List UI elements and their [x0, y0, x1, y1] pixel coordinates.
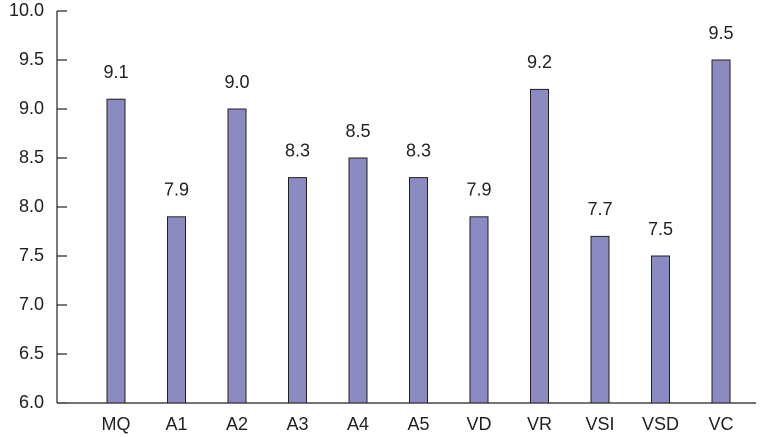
y-tick-label: 7.0: [19, 294, 44, 314]
value-label: 9.5: [708, 23, 733, 43]
value-label: 8.3: [285, 140, 310, 160]
bar: [651, 255, 670, 404]
y-tick-label: 7.5: [19, 245, 44, 265]
x-tick-label: VSI: [585, 414, 614, 434]
bar: [590, 235, 610, 404]
x-tick-label: VC: [708, 414, 733, 434]
value-label: 9.2: [527, 52, 552, 72]
value-label: 7.9: [164, 180, 189, 200]
y-tick-label: 10.0: [9, 0, 44, 20]
bar: [227, 108, 247, 404]
x-tick-label: A5: [407, 414, 429, 434]
value-label: 7.7: [587, 199, 612, 219]
x-tick-label: A1: [165, 414, 187, 434]
value-label: 9.1: [103, 62, 128, 82]
y-tick-label: 9.0: [19, 98, 44, 118]
value-label: 9.0: [224, 72, 249, 92]
value-label: 7.9: [466, 180, 491, 200]
bar: [348, 157, 368, 404]
x-tick-label: VR: [527, 414, 552, 434]
value-label: 8.5: [345, 121, 370, 141]
bar: [167, 216, 186, 404]
x-tick-label: MQ: [102, 414, 131, 434]
y-tick-label: 6.0: [19, 392, 44, 412]
x-tick-label: VD: [466, 414, 491, 434]
y-tick-label: 8.0: [19, 196, 44, 216]
x-tick-label: A4: [347, 414, 369, 434]
bar: [469, 216, 489, 404]
x-tick-label: A3: [286, 414, 308, 434]
bar: [530, 88, 549, 404]
value-label: 8.3: [406, 140, 431, 160]
bar: [409, 177, 428, 404]
bar: [106, 98, 126, 404]
y-tick-label: 8.5: [19, 147, 44, 167]
bar: [711, 59, 731, 404]
value-label: 7.5: [648, 219, 673, 239]
bar: [288, 177, 307, 404]
x-tick-label: VSD: [642, 414, 679, 434]
y-tick-label: 6.5: [19, 343, 44, 363]
y-tick-label: 9.5: [19, 49, 44, 69]
x-tick-label: A2: [226, 414, 248, 434]
